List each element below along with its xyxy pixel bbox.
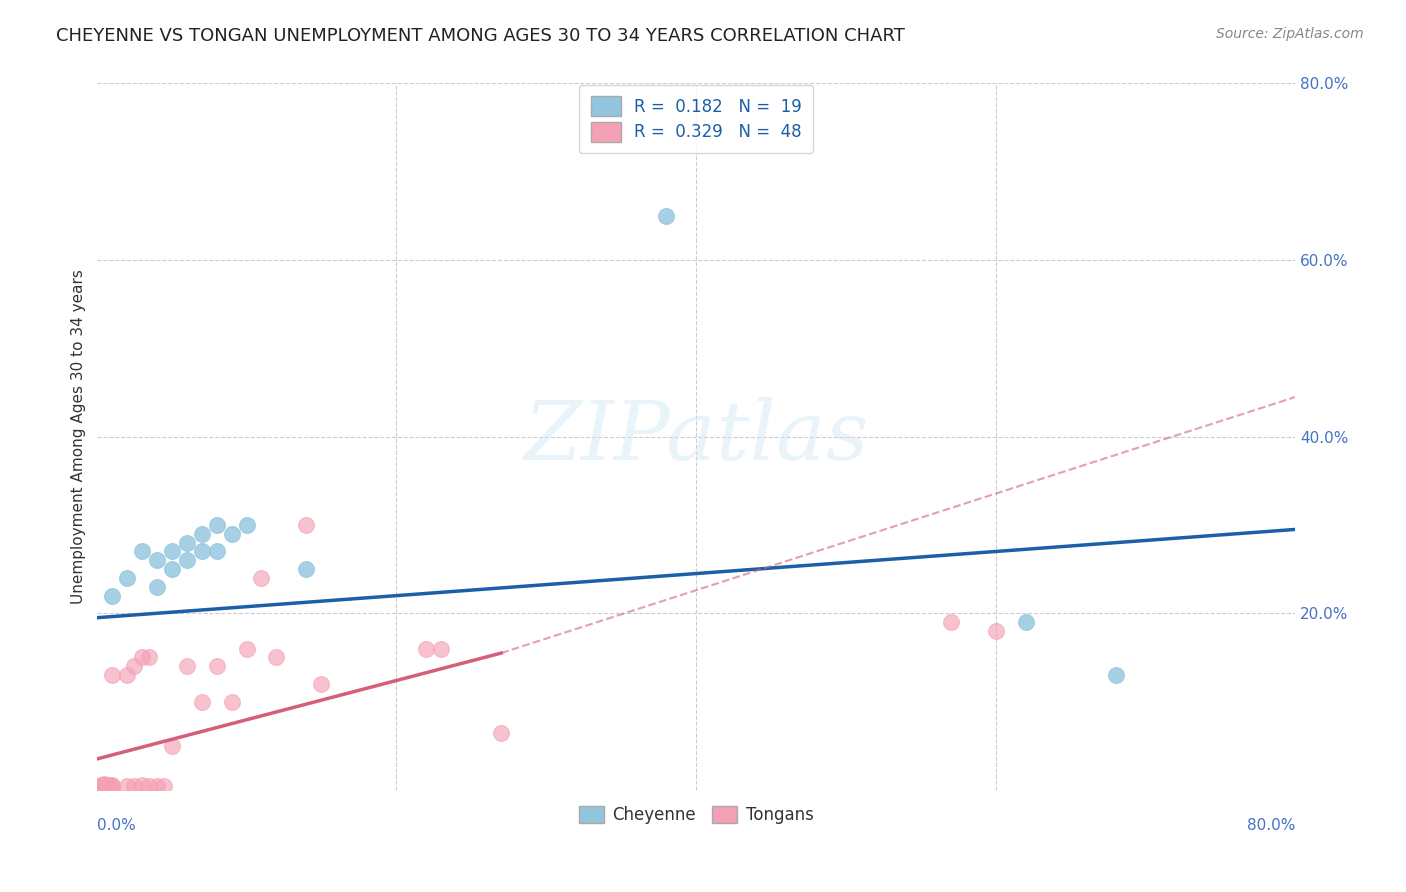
Point xyxy=(91,779,114,793)
Point xyxy=(98,780,121,795)
Point xyxy=(295,562,318,576)
Point xyxy=(1104,668,1126,682)
Y-axis label: Unemployment Among Ages 30 to 34 years: Unemployment Among Ages 30 to 34 years xyxy=(72,269,86,604)
Point xyxy=(190,695,212,709)
Point xyxy=(90,780,112,795)
Point xyxy=(90,779,112,793)
Point xyxy=(93,777,115,791)
Point xyxy=(122,659,145,673)
Point xyxy=(94,778,117,792)
Point xyxy=(939,615,962,629)
Text: ZIPatlas: ZIPatlas xyxy=(523,397,869,476)
Point xyxy=(100,668,122,682)
Point xyxy=(97,778,120,792)
Point xyxy=(205,544,228,558)
Point xyxy=(295,518,318,533)
Point xyxy=(1015,615,1038,629)
Point xyxy=(176,659,198,673)
Point xyxy=(190,526,212,541)
Point xyxy=(96,779,118,793)
Point xyxy=(122,780,145,794)
Point xyxy=(266,650,288,665)
Point xyxy=(221,526,243,541)
Point xyxy=(205,659,228,673)
Point xyxy=(97,780,120,794)
Point xyxy=(138,650,160,665)
Point xyxy=(235,518,257,533)
Point xyxy=(90,778,112,792)
Point xyxy=(235,641,257,656)
Point xyxy=(145,780,167,794)
Point xyxy=(131,544,153,558)
Point xyxy=(160,544,183,558)
Point xyxy=(91,778,114,792)
Point xyxy=(176,535,198,549)
Text: 0.0%: 0.0% xyxy=(97,818,135,833)
Point xyxy=(115,668,138,682)
Point xyxy=(145,580,167,594)
Point xyxy=(90,780,112,794)
Point xyxy=(221,695,243,709)
Point xyxy=(160,739,183,753)
Point xyxy=(250,571,273,585)
Point xyxy=(93,780,115,795)
Text: CHEYENNE VS TONGAN UNEMPLOYMENT AMONG AGES 30 TO 34 YEARS CORRELATION CHART: CHEYENNE VS TONGAN UNEMPLOYMENT AMONG AG… xyxy=(56,27,905,45)
Point xyxy=(145,553,167,567)
Point xyxy=(176,553,198,567)
Text: 80.0%: 80.0% xyxy=(1247,818,1295,833)
Point xyxy=(100,589,122,603)
Point xyxy=(131,778,153,792)
Point xyxy=(311,677,333,691)
Point xyxy=(415,641,437,656)
Point xyxy=(115,780,138,794)
Point xyxy=(91,780,114,794)
Point xyxy=(138,780,160,794)
Point xyxy=(153,779,176,793)
Point xyxy=(90,780,112,795)
Point xyxy=(91,780,114,795)
Point xyxy=(100,778,122,792)
Point xyxy=(984,624,1007,638)
Point xyxy=(655,209,678,223)
Point xyxy=(131,650,153,665)
Point xyxy=(160,562,183,576)
Point xyxy=(115,571,138,585)
Point xyxy=(98,779,121,793)
Text: Source: ZipAtlas.com: Source: ZipAtlas.com xyxy=(1216,27,1364,41)
Point xyxy=(94,780,117,794)
Point xyxy=(100,780,122,794)
Point xyxy=(96,780,118,795)
Point xyxy=(491,725,513,739)
Legend: Cheyenne, Tongans: Cheyenne, Tongans xyxy=(572,799,820,831)
Point xyxy=(205,518,228,533)
Point xyxy=(93,779,115,793)
Point xyxy=(430,641,453,656)
Point xyxy=(190,544,212,558)
